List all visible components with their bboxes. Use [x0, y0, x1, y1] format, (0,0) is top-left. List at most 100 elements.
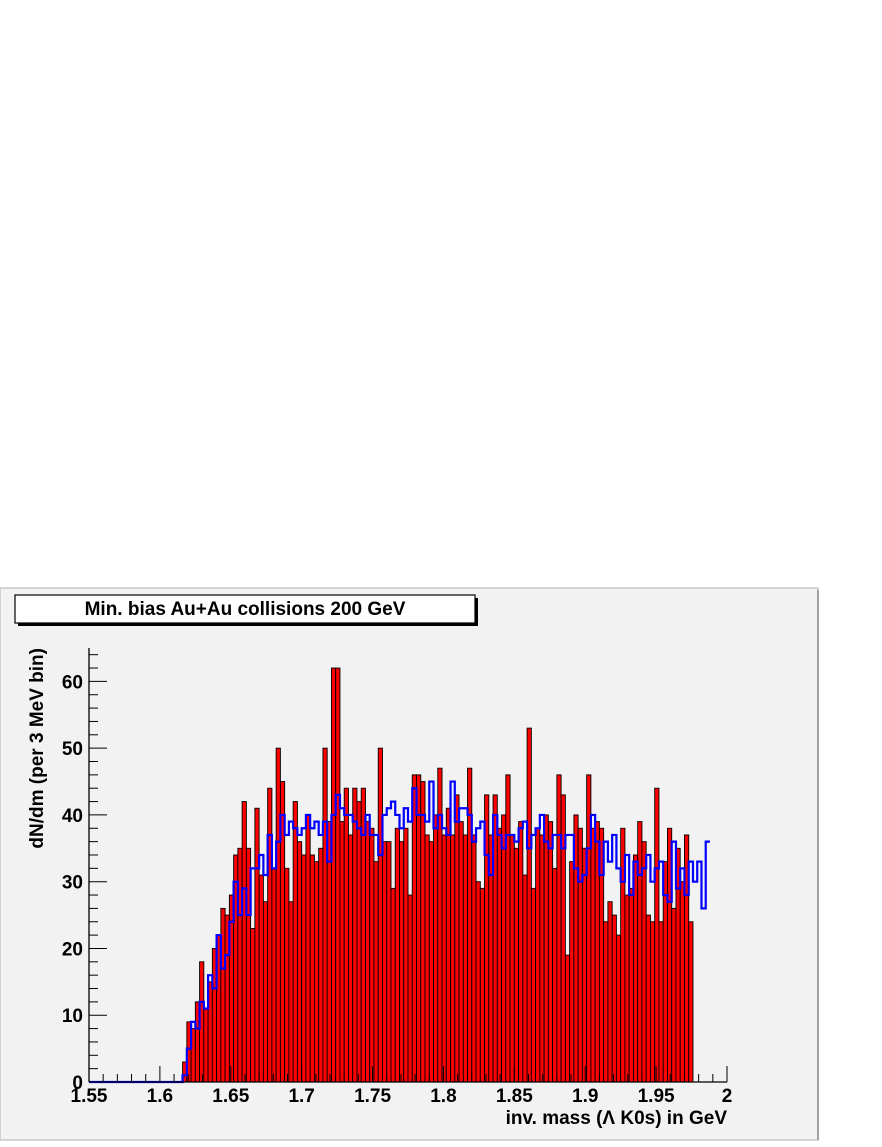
x-tick-label: 1.55	[71, 1086, 108, 1107]
x-tick-label: 1.9	[572, 1086, 598, 1107]
histogram-bar	[339, 821, 345, 1083]
histogram-bar	[377, 747, 383, 1083]
histogram-bar	[535, 827, 541, 1083]
histogram-bar	[343, 787, 349, 1083]
histogram-bar	[267, 787, 273, 1083]
histogram-bar	[330, 667, 337, 1083]
histogram-bar	[369, 827, 375, 1083]
histogram-bar	[556, 774, 562, 1083]
histogram-bar	[581, 847, 588, 1083]
histogram-bar	[445, 807, 451, 1083]
y-tick-label: 10	[62, 1006, 83, 1027]
histogram-bar	[390, 887, 396, 1083]
x-tick-label: 1.7	[288, 1086, 314, 1107]
histogram-bar	[539, 834, 545, 1083]
histogram-bar	[348, 834, 354, 1083]
histogram-bar	[641, 841, 647, 1083]
histogram-bar	[564, 954, 571, 1083]
y-axis-label: dN/dm (per 3 MeV bin)	[27, 648, 48, 849]
histogram-bar	[450, 834, 456, 1083]
histogram-bar	[262, 901, 269, 1083]
plot-area: 1.55 1.6 1.65 1.7 1.75 1.8 1.85 1.9 1.95 20102030…	[62, 648, 732, 1107]
histogram-bar	[305, 814, 311, 1083]
y-tick-label: 50	[62, 739, 83, 760]
histogram-bar	[275, 747, 281, 1083]
histogram-bar	[250, 927, 256, 1083]
histogram-bar	[254, 807, 260, 1083]
histogram-bar	[611, 914, 617, 1083]
histogram-bar	[603, 921, 609, 1083]
histogram-bar	[241, 801, 247, 1083]
x-tick-label: 1.65	[212, 1086, 249, 1107]
y-tick-label: 40	[62, 806, 83, 827]
histogram-bar	[530, 887, 537, 1083]
histogram-bar	[386, 841, 392, 1083]
step-line-series	[89, 780, 710, 1084]
histogram-bar	[518, 821, 524, 1083]
histogram-bar	[420, 781, 426, 1083]
histogram-bar	[373, 861, 379, 1083]
histogram-bar	[547, 821, 554, 1083]
histogram-bar	[475, 881, 481, 1083]
histogram-bar	[296, 841, 303, 1083]
x-tick-label: 1.8	[430, 1086, 456, 1107]
histogram-bar	[288, 901, 294, 1083]
histogram-bar	[416, 774, 422, 1083]
histogram-bar	[543, 814, 549, 1083]
histogram-bar	[496, 827, 503, 1083]
histogram-bar	[590, 827, 596, 1083]
histogram-bar	[522, 874, 528, 1083]
histogram-bar	[424, 834, 430, 1083]
histogram-bar	[569, 861, 575, 1083]
histogram-bar	[509, 834, 515, 1083]
histogram-bar	[441, 834, 447, 1083]
histogram-bar	[433, 814, 439, 1083]
x-tick-label: 1.6	[147, 1086, 173, 1107]
x-tick-label: 2	[722, 1086, 733, 1107]
histogram-bar	[688, 921, 694, 1083]
histogram-bar	[624, 894, 630, 1083]
histogram-bar	[335, 667, 341, 1083]
histogram-bar	[399, 841, 405, 1083]
histogram-bar	[258, 874, 264, 1083]
histogram-bar	[301, 854, 307, 1083]
histogram-bar	[628, 887, 634, 1083]
histogram-bar	[577, 827, 583, 1083]
x-tick-label: 1.75	[354, 1086, 391, 1107]
histogram-bar	[471, 834, 477, 1083]
histogram-bar	[649, 921, 656, 1083]
histogram-bar	[479, 887, 486, 1083]
histogram-bar	[654, 787, 660, 1083]
histogram-bar	[679, 881, 685, 1083]
histogram-bar	[382, 841, 388, 1083]
histogram-bar	[309, 854, 315, 1083]
histogram-bar	[352, 787, 358, 1083]
histogram-bar	[454, 794, 460, 1083]
histogram-bar	[462, 834, 468, 1083]
histogram-bar	[671, 907, 677, 1083]
histogram-bar	[513, 847, 520, 1083]
y-tick-label: 60	[62, 672, 83, 693]
histogram-bar	[645, 914, 651, 1083]
histogram-bar	[203, 1008, 209, 1083]
title-box	[14, 594, 476, 624]
chart-title: Min. bias Au+Au collisions 200 GeV	[85, 599, 406, 620]
histogram-bar	[292, 801, 298, 1083]
histogram-bar	[365, 821, 371, 1083]
x-tick-label: 1.85	[496, 1086, 533, 1107]
histogram-bar	[356, 801, 362, 1083]
y-tick-label: 0	[72, 1073, 83, 1094]
histogram-bar	[552, 867, 558, 1083]
x-axis-label: inv. mass (Λ K0s) in GeV	[506, 1108, 728, 1129]
histogram-bar	[407, 894, 413, 1083]
histogram-bar	[501, 814, 507, 1083]
histogram-bar	[615, 934, 622, 1083]
histogram-bar	[658, 921, 664, 1083]
y-tick-label: 20	[62, 939, 83, 960]
histogram-bar	[271, 867, 277, 1083]
histogram-bar	[394, 827, 400, 1083]
histogram-bar	[313, 861, 320, 1083]
histogram-bar	[458, 821, 464, 1083]
